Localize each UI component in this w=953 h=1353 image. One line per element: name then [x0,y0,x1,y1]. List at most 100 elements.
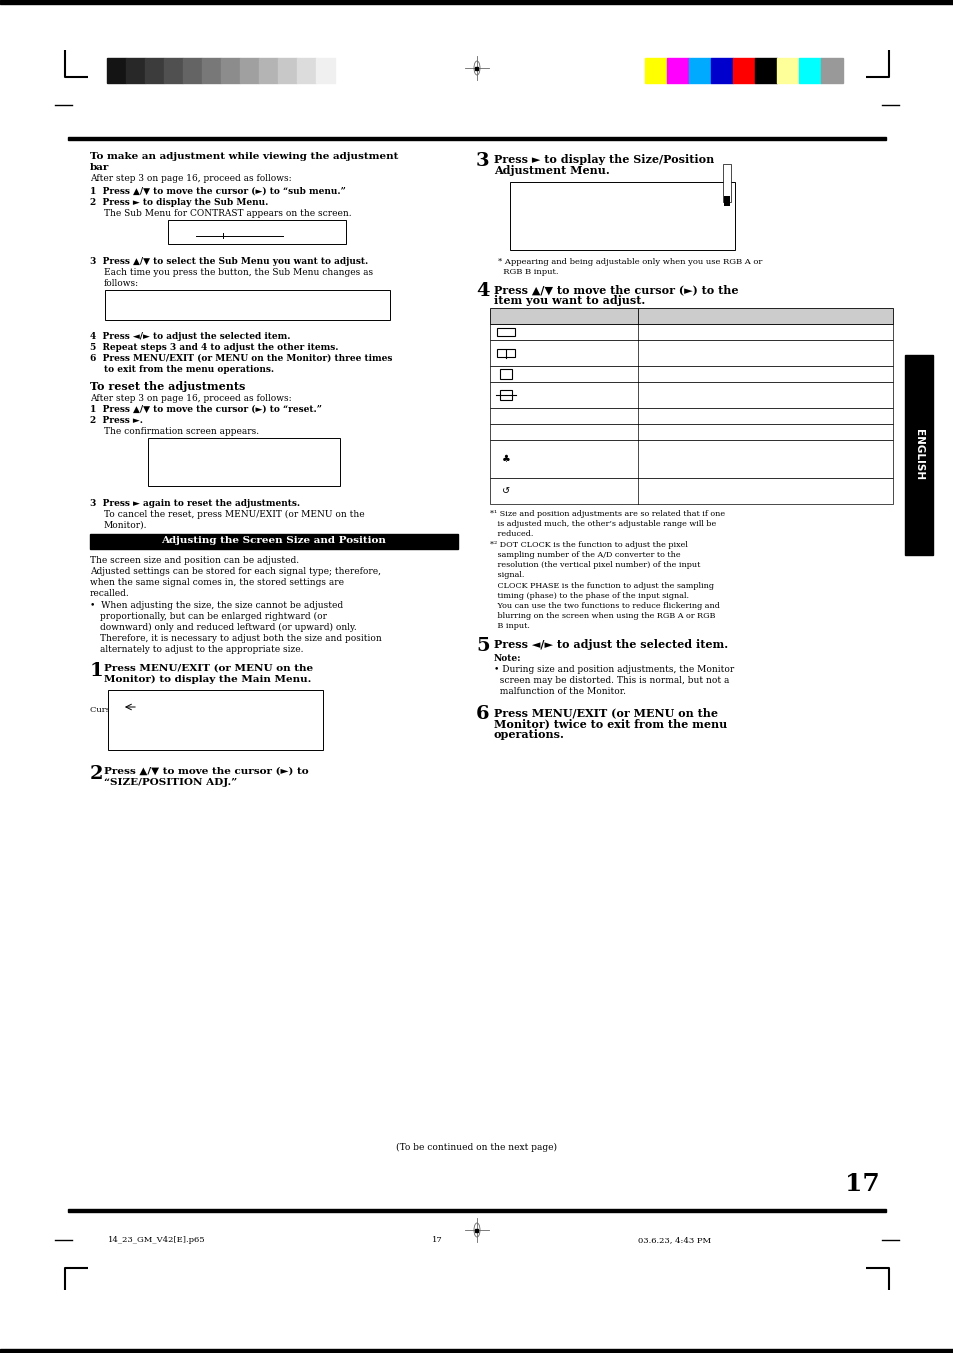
Bar [202,58,221,83]
Text: ♦ Are you sure?: ♦ Are you sure? [209,452,278,461]
Text: 14_23_GM_V42[E].p65: 14_23_GM_V42[E].p65 [108,1237,206,1243]
Text: Monitor) to display the Main Menu.: Monitor) to display the Main Menu. [104,675,311,685]
Text: To make an adjustment while viewing the adjustment: To make an adjustment while viewing the … [90,152,398,161]
Bar [510,183,734,250]
Text: After step 3 on page 16, proceed as follows:: After step 3 on page 16, proceed as foll… [90,175,292,183]
Text: downward) only and reduced leftward (or upward) only.: downward) only and reduced leftward (or … [100,622,356,632]
Text: * Appearing and being adjustable only when you use RGB A or: * Appearing and being adjustable only wh… [497,258,761,267]
Text: proportionally, but can be enlarged rightward (or: proportionally, but can be enlarged righ… [100,612,327,621]
Text: See “To make an adjustment: See “To make an adjustment [642,444,763,452]
Text: ♣: ♣ [501,455,510,464]
Text: follows:: follows: [104,279,139,288]
Text: V SIZE: V SIZE [521,212,544,216]
Bar [490,382,892,409]
Text: (To be continued on the next page): (To be continued on the next page) [396,1143,557,1153]
Bar [0,1349,953,1353]
Text: while viewing the adjustment: while viewing the adjustment [642,455,766,461]
Text: Cursor (►): Cursor (►) [90,706,134,714]
Text: :+00: :+00 [604,221,619,225]
Text: the next page.: the next page. [642,492,702,501]
Text: RGB B input.: RGB B input. [497,268,558,276]
Bar [732,58,754,83]
Text: V POSITION: V POSITION [521,221,558,225]
Text: 4: 4 [476,281,489,300]
Text: malfunction of the Monitor.: malfunction of the Monitor. [494,687,625,695]
Text: reduced.: reduced. [490,530,533,538]
Bar [688,58,710,83]
Bar [499,390,512,400]
Text: Varies depending on other: Varies depending on other [642,386,754,394]
Bar [497,349,515,357]
Text: :+01: :+01 [277,225,294,230]
Text: 1  Press ▲/▼ to move the cursor (►) to “sub menu.”: 1 Press ▲/▼ to move the cursor (►) to “s… [90,187,346,196]
Bar [644,58,666,83]
Text: 2  Press ►.: 2 Press ►. [90,415,143,425]
Text: <SIZE/POSITION ADJ.>: <SIZE/POSITION ADJ.> [578,185,664,192]
Bar [108,690,323,750]
Text: Note:: Note: [494,653,521,663]
Text: sub menu: sub menu [591,455,633,463]
Text: DOT CLOCK: DOT CLOCK [521,229,556,233]
Text: Item: Item [551,310,577,319]
Bar [799,58,821,83]
Text: SIZE/POSITION  ADJ.: SIZE/POSITION ADJ. [152,712,240,721]
Text: “SIZE/POSITION ADJ.”: “SIZE/POSITION ADJ.” [104,778,237,787]
Bar [277,58,296,83]
Text: reset: reset [611,487,633,495]
Bar [475,1229,478,1231]
Bar [240,58,258,83]
Bar [315,58,335,83]
Text: 00: 00 [604,229,612,233]
Text: –10 to +10: –10 to +10 [642,413,688,419]
Text: 6  Press MENU/EXIT (or MENU on the Monitor) three times: 6 Press MENU/EXIT (or MENU on the Monito… [90,354,392,363]
Text: settings: settings [642,354,676,363]
Text: • During size and position adjustments, the Monitor: • During size and position adjustments, … [494,666,734,674]
Text: 5: 5 [476,637,489,655]
Text: ENGLISH: ENGLISH [913,429,923,480]
Text: 5  Repeat steps 3 and 4 to adjust the other items.: 5 Repeat steps 3 and 4 to adjust the oth… [90,344,338,352]
Text: "YES" then  ▲  key.: "YES" then ▲ key. [200,461,288,471]
Text: screen may be distorted. This is normal, but not a: screen may be distorted. This is normal,… [494,676,729,685]
Text: CLOCK PHASE*²: CLOCK PHASE*² [559,428,633,436]
Text: –40 to +40: –40 to +40 [642,369,688,377]
Text: –20 to +20: –20 to +20 [642,428,688,436]
Text: bar: bar [90,162,110,172]
Text: See “To reset the adjustments” on: See “To reset the adjustments” on [642,482,786,490]
Bar [490,323,892,340]
Bar [666,58,688,83]
Bar [754,58,776,83]
Text: "NO"  then MENU key.: "NO" then MENU key. [197,472,290,482]
Text: To cancel the reset, press MENU/EXIT (or MENU on the: To cancel the reset, press MENU/EXIT (or… [104,510,364,520]
Bar [490,478,892,505]
Bar [0,0,953,4]
Text: Adjustment range: Adjustment range [715,310,813,319]
Text: ADJUST ◄► SELECT ▲ EXIT MENU: ADJUST ◄► SELECT ▲ EXIT MENU [576,244,667,249]
Text: –    7: – 7 [180,233,205,239]
Text: is adjusted much, the other’s adjustable range will be: is adjusted much, the other’s adjustable… [490,520,716,528]
Text: H POSITION: H POSITION [521,204,558,208]
Text: Monitor).: Monitor). [104,521,148,530]
Bar [723,196,729,206]
Text: ENTER ▲ SELECT ▲ EXIT MENU: ENTER ▲ SELECT ▲ EXIT MENU [159,740,270,746]
Text: 1: 1 [90,662,104,681]
Text: Each time you press the button, the Sub Menu changes as: Each time you press the button, the Sub … [104,268,373,277]
Text: 2: 2 [90,764,103,783]
Text: •  When adjusting the size, the size cannot be adjusted: • When adjusting the size, the size cann… [90,601,343,610]
Bar [168,221,346,244]
Bar [145,58,164,83]
Text: H  POSITION*¹: H POSITION*¹ [567,349,633,357]
Text: 17: 17 [432,1237,442,1243]
Text: ►: ► [113,704,118,713]
Text: 2  Press ► to display the Sub Menu.: 2 Press ► to display the Sub Menu. [90,198,268,207]
Text: Press ▲/▼ to move the cursor (►) to the: Press ▲/▼ to move the cursor (►) to the [494,284,738,295]
Text: :+00: :+00 [604,212,619,216]
Text: Adjustment Menu.: Adjustment Menu. [494,165,609,176]
Text: 3  Press ▲/▼ to select the Sub Menu you want to adjust.: 3 Press ▲/▼ to select the Sub Menu you w… [90,257,368,267]
Bar [490,423,892,440]
Bar [258,58,277,83]
Text: 17: 17 [844,1172,879,1196]
Text: :+00: :+00 [604,204,619,208]
Text: Press ▲/▼ to move the cursor (►) to: Press ▲/▼ to move the cursor (►) to [104,767,309,777]
Text: PICTURE  ADJ.: PICTURE ADJ. [152,704,213,713]
Bar [68,137,885,139]
